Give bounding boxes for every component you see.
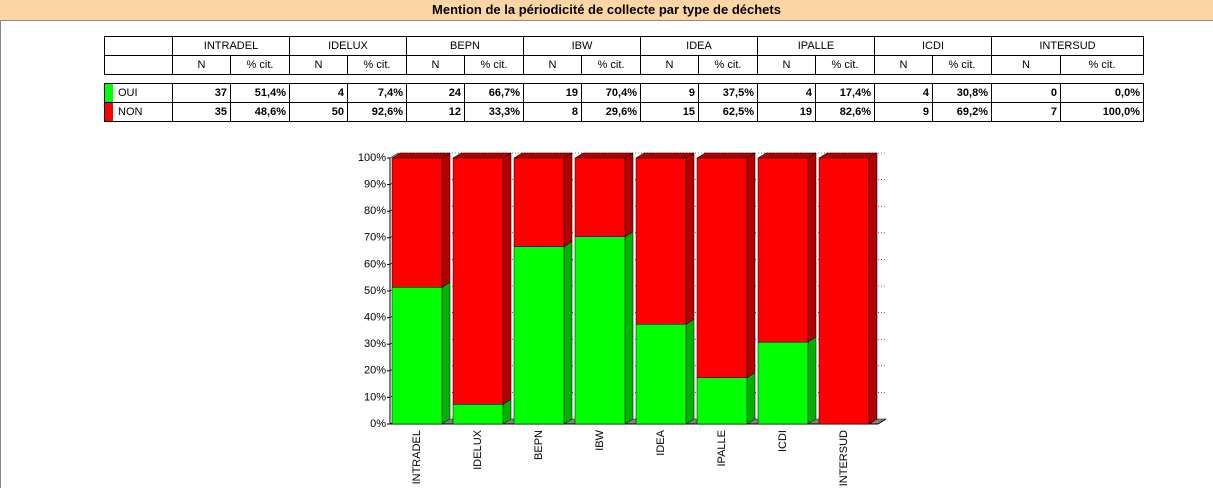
bar-top [391, 152, 451, 159]
bar-side [746, 152, 756, 379]
row-label: NON [104, 102, 173, 122]
bar [574, 157, 626, 237]
cell: 66,7% [464, 83, 524, 103]
grid-side [389, 152, 399, 159]
cell: 50 [289, 102, 348, 122]
bar-side [624, 231, 634, 425]
bar-side [685, 318, 695, 425]
data-row: NON 35 48,6% 50 92,6% 12 33,3% 8 29,6% 15 62,5% 19 8… [104, 102, 1144, 122]
bar-side [807, 336, 817, 425]
group-header: INTRADEL [172, 36, 290, 56]
bar-top [696, 152, 756, 159]
cell: 69,2% [932, 102, 992, 122]
bar-top [818, 152, 878, 159]
bar-top [452, 152, 512, 159]
cell: 48,6% [230, 102, 290, 122]
bar [635, 324, 687, 425]
subheader: % cit. [230, 55, 290, 75]
bar-top [757, 152, 817, 159]
title-bar: Mention de la périodicité de collecte pa… [0, 0, 1213, 21]
data-row: OUI 37 51,4% 4 7,4% 24 66,7% 19 70,4% 9 37,5% 4 17,4… [104, 83, 1144, 103]
cell: 24 [406, 83, 465, 103]
y-tick-label: 30% [364, 338, 386, 350]
x-tick-label: INTERSUD [838, 430, 850, 486]
cell: 15 [640, 102, 699, 122]
bar [513, 246, 565, 425]
bar-side [502, 152, 512, 405]
data-table: INTRADEL IDELUX BEPN IBW IDEA IPALLE ICDI INTER… [104, 36, 1144, 122]
subheader: % cit. [464, 55, 524, 75]
bar [391, 287, 443, 425]
legend-label: OUI [118, 87, 138, 99]
legend-label: NON [118, 106, 143, 118]
cell: 33,3% [464, 102, 524, 122]
bar-top [513, 152, 573, 159]
bar-side [685, 152, 695, 325]
y-tick-label: 70% [364, 232, 386, 244]
subheader: % cit. [581, 55, 641, 75]
cell: 0,0% [1060, 83, 1144, 103]
cell: 12 [406, 102, 465, 122]
bar [635, 157, 687, 325]
bar-top [574, 152, 634, 159]
x-tick-label: BEPN [533, 430, 545, 460]
bar [391, 157, 443, 288]
x-tick-label: IBW [594, 429, 606, 450]
group-header: INTERSUD [991, 36, 1144, 56]
bar-side [441, 281, 451, 425]
cell: 29,6% [581, 102, 641, 122]
x-tick-label: IPALLE [716, 430, 728, 467]
bar-side [807, 152, 817, 343]
bar [513, 157, 565, 247]
y-tick-label: 100% [358, 152, 386, 164]
y-tick-label: 10% [364, 391, 386, 403]
legend-swatch [105, 103, 113, 121]
x-tick-label: IDEA [655, 429, 667, 455]
bar [757, 341, 809, 425]
cell: 9 [874, 102, 933, 122]
sheet-edge [0, 0, 1, 488]
bar [696, 377, 748, 425]
x-tick-label: INTRADEL [411, 430, 423, 484]
y-tick-label: 60% [364, 258, 386, 270]
bar-side [563, 152, 573, 248]
bar-side [746, 372, 756, 425]
bar [452, 404, 504, 425]
group-header: BEPN [406, 36, 524, 56]
bar [574, 236, 626, 425]
x-tick-label: ICDI [777, 430, 789, 452]
cell: 19 [757, 102, 816, 122]
bar-side [868, 152, 878, 425]
legend-swatch [105, 84, 113, 102]
x-axis-back [877, 418, 887, 425]
bar [818, 157, 870, 425]
y-tick-label: 40% [364, 312, 386, 324]
y-tick-label: 80% [364, 205, 386, 217]
x-tick-label: IDELUX [472, 429, 484, 469]
subheader: % cit. [815, 55, 875, 75]
y-tick-label: 90% [364, 179, 386, 191]
y-tick-label: 50% [364, 285, 386, 297]
y-tick-label: 0% [370, 418, 386, 430]
cell: 100,0% [1060, 102, 1144, 122]
bar-side [563, 241, 573, 425]
bar [757, 157, 809, 343]
bar [452, 157, 504, 405]
y-tick-label: 20% [364, 365, 386, 377]
bar-side [624, 152, 634, 238]
bar-side [441, 152, 451, 288]
bar-top [635, 152, 695, 159]
bar [696, 157, 748, 378]
cell: 62,5% [698, 102, 758, 122]
